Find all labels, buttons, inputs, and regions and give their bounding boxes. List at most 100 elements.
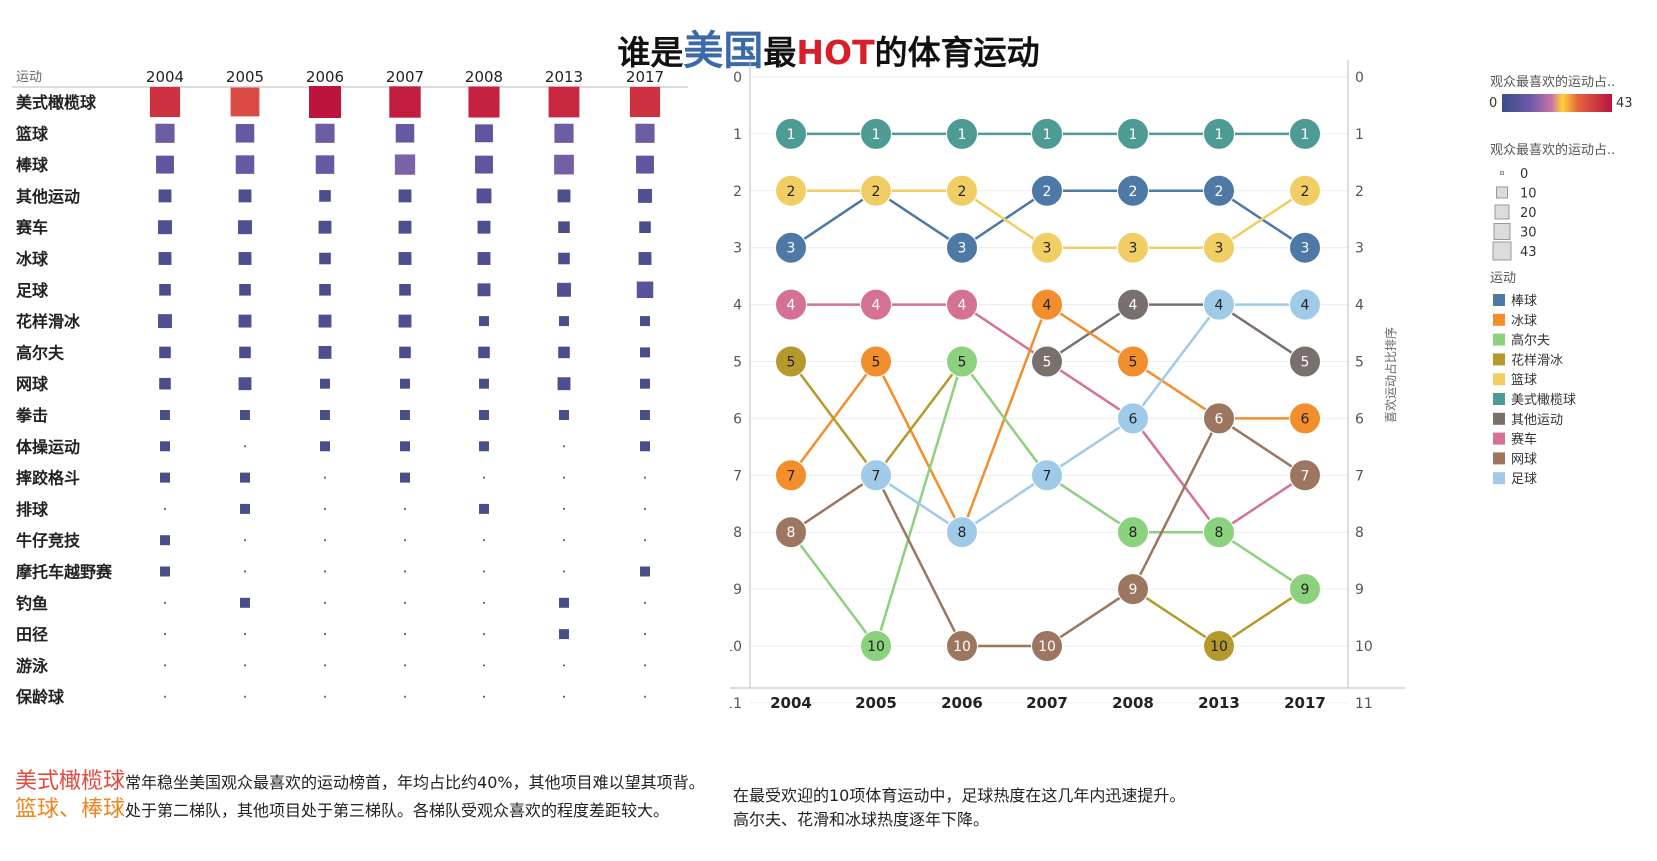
point-label: 7 <box>1301 468 1310 484</box>
heatmap-cell <box>478 252 491 265</box>
heatmap-cell <box>558 253 570 265</box>
heatmap-cell <box>400 379 410 389</box>
point-label: 9 <box>1129 582 1138 598</box>
point-label: 3 <box>958 241 967 257</box>
heatmap-cell <box>644 633 646 635</box>
heatmap-cell <box>558 377 571 390</box>
heatmap-cell <box>159 252 172 265</box>
legend-sport-label: 棒球 <box>1511 294 1537 309</box>
heatmap-cell <box>554 155 574 175</box>
heatmap-cell <box>324 633 326 635</box>
heatmap-cell <box>236 155 255 174</box>
heatmap-year-label: 2006 <box>306 68 344 86</box>
point-label: 4 <box>787 298 796 314</box>
heatmap-sport-label: 排球 <box>16 500 49 519</box>
heatmap-cell <box>478 347 490 359</box>
heatmap-cell <box>483 696 485 698</box>
point-label: 2 <box>958 184 967 200</box>
heatmap-cell <box>479 504 489 514</box>
heatmap-cell <box>160 410 170 420</box>
x-tick-label: 2017 <box>1284 694 1326 712</box>
heatmap-cell <box>400 410 410 420</box>
heatmap-cell <box>324 508 326 510</box>
point-label: 4 <box>958 298 967 314</box>
heatmap-cell <box>239 377 252 390</box>
heatmap-cell <box>640 347 650 357</box>
heatmap-cell <box>324 696 326 698</box>
point-label: 5 <box>787 355 796 371</box>
y-tick-label-left: 2 <box>733 184 742 200</box>
point-label: 1 <box>1301 127 1310 143</box>
heatmap-sport-label: 足球 <box>16 281 49 300</box>
x-tick-label: 2004 <box>770 694 812 712</box>
heatmap-cell <box>240 410 250 420</box>
heatmap-cell <box>404 602 406 604</box>
heatmap-cell <box>640 316 650 326</box>
heatmap-cell <box>479 379 489 389</box>
legend-sport-swatch <box>1493 452 1505 464</box>
heatmap-cell <box>399 189 412 202</box>
heatmap-cell <box>150 87 180 117</box>
heatmap-cell <box>400 441 410 451</box>
caption-text-2: 处于第二梯队，其他项目处于第三梯队。各梯队受观众喜欢的程度差距较大。 <box>125 801 669 820</box>
point-label: 6 <box>1129 411 1138 427</box>
point-label: 5 <box>872 355 881 371</box>
legend-sport-label: 网球 <box>1511 452 1537 467</box>
heatmap-sport-label: 钓鱼 <box>16 594 48 613</box>
heatmap-cell <box>557 283 571 297</box>
legend-sport-label: 冰球 <box>1511 314 1537 329</box>
y-tick-label-right: 7 <box>1355 468 1364 484</box>
y-tick-label-right: 0 <box>1355 70 1364 86</box>
heatmap-cell <box>159 189 172 202</box>
legend-sport-swatch <box>1493 433 1505 445</box>
heatmap-cell <box>475 124 493 142</box>
legend-color-title: 观众最喜欢的运动占.. <box>1490 74 1615 90</box>
y-axis-title-right: 喜欢运动占比排序 <box>1383 327 1398 423</box>
point-label: 1 <box>1129 127 1138 143</box>
heatmap-cell <box>638 189 652 203</box>
heatmap-cell <box>640 567 650 577</box>
heatmap-cell <box>160 473 170 483</box>
heatmap-cell <box>630 87 660 117</box>
heatmap-cell <box>320 379 330 389</box>
heatmap-cell <box>158 314 172 328</box>
heatmap-cell <box>324 665 326 667</box>
heatmap-cell <box>479 410 489 420</box>
heatmap-cell <box>164 696 166 698</box>
heatmap-cell <box>635 124 654 143</box>
legend-sport-label: 美式橄榄球 <box>1511 392 1576 408</box>
heatmap-cell <box>240 504 250 514</box>
heatmap-cell <box>636 156 654 174</box>
point-label: 3 <box>1301 241 1310 257</box>
heatmap-sport-label: 牛仔竞技 <box>16 531 81 550</box>
heatmap-sport-label: 美式橄榄球 <box>16 93 97 112</box>
point-label: 7 <box>1043 468 1052 484</box>
point-label: 1 <box>1215 127 1224 143</box>
caption-left: 美式橄榄球常年稳坐美国观众最喜欢的运动榜首，年均占比约40%，其他项目难以望其项… <box>15 768 715 824</box>
heatmap-cell <box>559 316 569 326</box>
heatmap-cell <box>158 220 172 234</box>
y-tick-label-right: 4 <box>1355 298 1364 314</box>
legend-sport-swatch <box>1493 373 1505 385</box>
heatmap-cell <box>559 629 569 639</box>
heatmap-cell <box>160 567 170 577</box>
x-tick-label: 2005 <box>855 694 897 712</box>
heatmap-cell <box>404 696 406 698</box>
heatmap-cell <box>156 156 174 174</box>
heatmap-cell <box>483 571 485 573</box>
y-tick-label-left: 7 <box>733 468 742 484</box>
legend-sport-label: 其他运动 <box>1511 413 1563 428</box>
heatmap-cell <box>483 539 485 541</box>
caption-right-line-1: 在最受欢迎的10项体育运动中，足球热度在这几年内迅速提升。 <box>733 784 1433 808</box>
heatmap-cell <box>644 539 646 541</box>
point-label: 3 <box>787 241 796 257</box>
legend-sport-swatch <box>1493 353 1505 365</box>
heatmap-cell <box>644 602 646 604</box>
heatmap-row-header: 运动 <box>16 70 42 85</box>
legend-sport-label: 高尔夫 <box>1511 333 1550 349</box>
heatmap-cell <box>399 284 411 296</box>
legend-sport-label: 赛车 <box>1511 432 1537 448</box>
legend-size-label: 30 <box>1520 226 1537 241</box>
heatmap-cell <box>244 445 246 447</box>
heatmap-cell <box>239 284 251 296</box>
